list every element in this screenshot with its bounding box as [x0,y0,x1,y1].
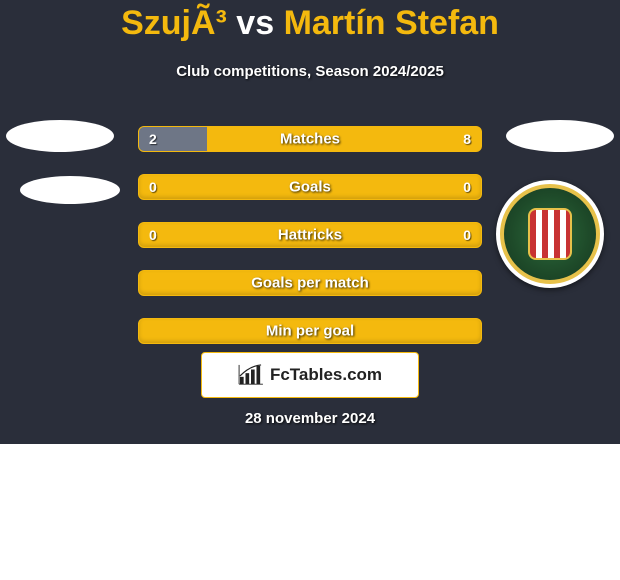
comparison-panel: SzujÃ³ vs Martín Stefan Club competition… [0,0,620,444]
subtitle: Club competitions, Season 2024/2025 [0,63,620,80]
stat-label: Min per goal [139,323,481,340]
stat-label: Matches [139,131,481,148]
title-vs: vs [236,4,274,42]
stat-bars: 28Matches 00Goals 00Hattricks Goals per mat… [138,126,482,366]
stat-row-goals-per-match: Goals per match [138,270,482,296]
club-badge [496,180,604,288]
branding-box[interactable]: FcTables.com [201,352,419,398]
avatar-placeholder-left-2 [20,176,120,204]
stat-label: Hattricks [139,227,481,244]
page-title: SzujÃ³ vs Martín Stefan [0,4,620,43]
club-badge-stripes [528,208,572,260]
stat-row-matches: 28Matches [138,126,482,152]
title-player2: Martín Stefan [284,4,499,42]
stat-label: Goals per match [139,275,481,292]
avatar-placeholder-left-1 [6,120,114,152]
stat-row-goals: 00Goals [138,174,482,200]
club-badge-inner [500,184,600,284]
stat-row-hattricks: 00Hattricks [138,222,482,248]
avatar-placeholder-right [506,120,614,152]
stat-row-min-per-goal: Min per goal [138,318,482,344]
stat-label: Goals [139,179,481,196]
branding-label: FcTables.com [270,365,382,385]
date-line: 28 november 2024 [0,410,620,427]
title-player1: SzujÃ³ [121,4,227,42]
bar-chart-icon [238,364,264,386]
